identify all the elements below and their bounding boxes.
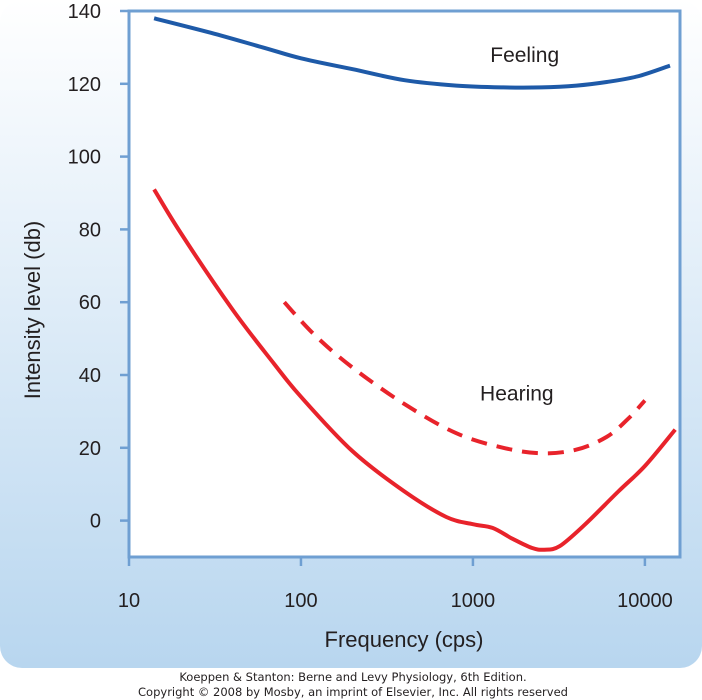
axis-frame (127, 9, 682, 559)
series-group (152, 16, 677, 552)
y-tick-label: 140 (68, 1, 101, 23)
x-tick-label: 1000 (451, 590, 496, 612)
axis-frame-border (127, 9, 682, 559)
annotation-feeling: Feeling (490, 44, 559, 67)
annotations: Feeling Hearing (480, 44, 559, 406)
plot-area (129, 11, 680, 557)
credit-line-2: Copyright © 2008 by Mosby, an imprint of… (138, 685, 568, 699)
y-tick-label: 60 (79, 292, 101, 314)
x-axis-title: Frequency (cps) (325, 627, 484, 652)
y-tick-label: 80 (79, 219, 101, 241)
credit-line-1: Koeppen & Stanton: Berne and Levy Physio… (179, 670, 526, 684)
x-tick-label: 100 (284, 590, 317, 612)
feeling-threshold-line (153, 16, 671, 90)
tick-marks (120, 9, 647, 566)
y-tick-label: 20 (79, 438, 101, 460)
y-tick-label: 40 (79, 365, 101, 387)
x-tick-label: 10 (118, 590, 140, 612)
x-tick-label: 10000 (617, 590, 673, 612)
hearing-threshold-line (152, 188, 677, 552)
hearing-dashed-line (282, 300, 647, 456)
y-tick-label: 100 (68, 147, 101, 169)
y-axis-title: Intensity level (db) (20, 221, 45, 400)
y-tick-label: 0 (90, 511, 101, 533)
annotation-hearing: Hearing (480, 382, 554, 405)
y-tick-label: 120 (68, 74, 101, 96)
tick-labels: 0 20 40 60 80 100 120 140 10 100 1000 10000 (68, 1, 673, 612)
